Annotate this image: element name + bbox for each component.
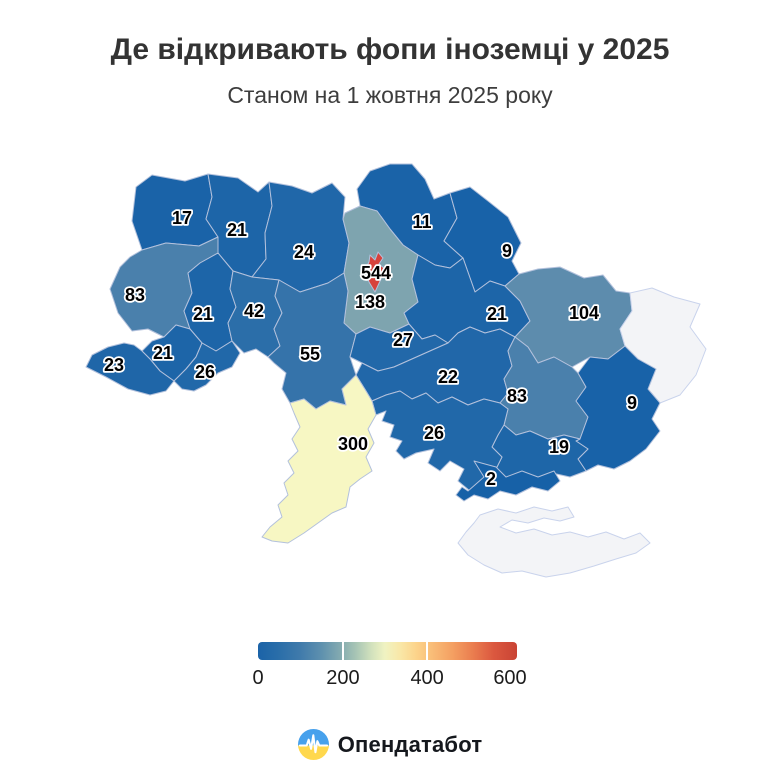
map-region-kherson xyxy=(455,460,561,502)
region-value-label-zakarpattia: 23 xyxy=(104,355,124,375)
map-region-zakarpattia xyxy=(85,342,175,396)
region-value-label-kharkiv: 104 xyxy=(569,303,599,323)
region-value-label-chernihiv: 11 xyxy=(412,212,431,232)
region-value-label-poltava: 21 xyxy=(487,304,507,324)
map-region-chernivtsi xyxy=(173,340,241,392)
legend-separator xyxy=(341,642,344,660)
map-region-crimea xyxy=(457,506,651,578)
color-legend: 0 200 400 600 xyxy=(252,642,527,702)
region-value-label-kirovohrad: 22 xyxy=(438,367,458,387)
region-value-label-kherson: 2 xyxy=(486,469,496,489)
pulse-line-icon xyxy=(298,734,328,754)
region-value-label-sumy: 9 xyxy=(502,241,512,261)
footer-brand: Опендатабот xyxy=(0,729,780,760)
region-value-label-donetsk: 9 xyxy=(627,393,637,413)
region-value-label-zaporizhzhia: 19 xyxy=(549,437,569,457)
region-value-label-khmelnytskyi: 42 xyxy=(244,301,264,321)
page-subtitle: Станом на 1 жовтня 2025 року xyxy=(227,82,553,108)
region-value-label-vinnytsia: 55 xyxy=(300,344,320,364)
legend-gradient-bar xyxy=(258,642,517,660)
map-container: 17 21 24 11 9 138 21 104 83 21 42 55 27 21 23 26 22 83 9 19… xyxy=(60,161,720,601)
region-value-label-volyn: 17 xyxy=(172,208,192,228)
region-value-label-zhytomyr: 24 xyxy=(294,242,314,262)
legend-tick-label: 200 xyxy=(326,667,360,689)
brand-name: Опендатабот xyxy=(337,731,483,757)
header: Де відкривають фопи іноземці у 2025 Стан… xyxy=(0,26,780,109)
legend-tick-label: 600 xyxy=(493,667,527,689)
ukraine-map: 17 21 24 11 9 138 21 104 83 21 42 55 27 21 23 26 22 83 9 19… xyxy=(85,163,707,578)
region-value-label-ivano-frankivsk: 21 xyxy=(153,343,173,363)
region-value-label-kyiv-city: 544 xyxy=(361,263,391,283)
map-region-kyiv-city xyxy=(364,251,386,293)
page-title: Де відкривають фопи іноземці у 2025 xyxy=(110,33,670,66)
region-value-label-dnipro: 83 xyxy=(507,386,527,406)
map-region-odesa xyxy=(261,374,377,544)
region-value-label-ternopil: 21 xyxy=(193,304,213,324)
legend-separator xyxy=(426,642,429,660)
region-value-label-cherkasy: 27 xyxy=(393,330,413,350)
map-region-donetsk xyxy=(575,345,661,472)
legend-tick-label: 400 xyxy=(410,667,444,689)
legend-tick-label: 0 xyxy=(252,667,264,689)
region-value-label-mykolaiv: 26 xyxy=(424,423,444,443)
region-value-label-kyiv-oblast: 138 xyxy=(355,292,385,312)
region-value-label-chernivtsi: 26 xyxy=(195,362,215,382)
region-value-label-lviv: 83 xyxy=(125,285,145,305)
map-region-luhansk xyxy=(619,287,707,404)
region-value-label-odesa: 300 xyxy=(338,434,368,454)
opendatabot-logo-icon xyxy=(297,729,329,760)
region-value-label-rivne: 21 xyxy=(227,220,247,240)
